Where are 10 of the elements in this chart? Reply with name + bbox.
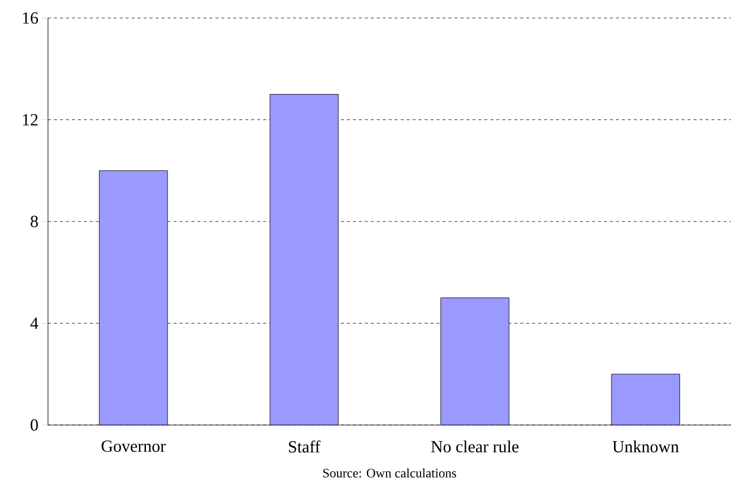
x-tick-label: Governor (102, 440, 166, 452)
x-tick-label: Unknown (612, 440, 679, 452)
source-note: Source: Own calculations (323, 468, 456, 478)
x-tick-label: No clear rule (431, 440, 518, 452)
y-tick-label: 12 (23, 114, 38, 126)
y-tick-label: 0 (30, 419, 38, 431)
x-tick-label: Staff (288, 440, 320, 453)
y-tick-label: 8 (30, 216, 38, 228)
y-tick-label: 16 (23, 12, 38, 24)
y-tick-label: 4 (30, 318, 38, 329)
